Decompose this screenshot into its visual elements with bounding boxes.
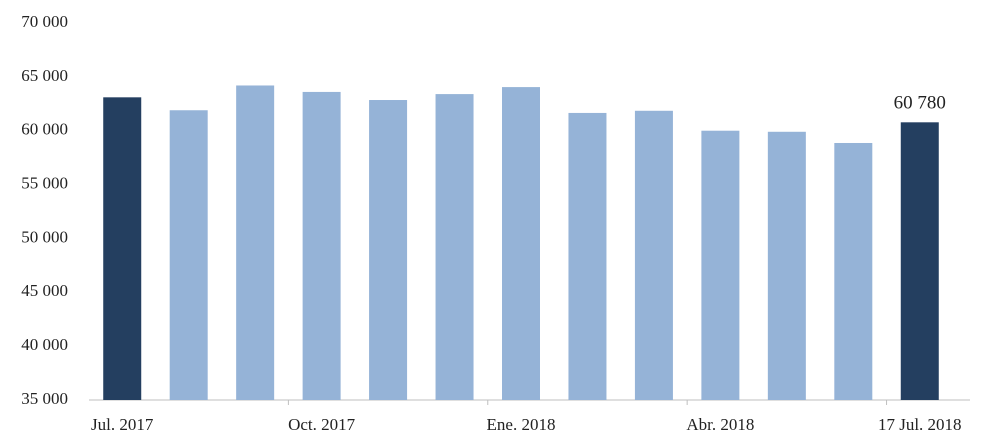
x-tick-label: 17 Jul. 2018 <box>878 415 962 434</box>
x-tick-label: Jul. 2017 <box>91 415 154 434</box>
bar <box>834 142 873 400</box>
bar <box>103 97 142 400</box>
bar <box>568 112 607 400</box>
y-tick-label: 40 000 <box>21 335 68 354</box>
y-tick-label: 45 000 <box>21 281 68 300</box>
y-tick-label: 65 000 <box>21 66 68 85</box>
x-tick-label: Abr. 2018 <box>686 415 754 434</box>
y-tick-label: 60 000 <box>21 120 68 139</box>
y-tick-label: 55 000 <box>21 173 68 192</box>
bar <box>435 94 474 400</box>
bar <box>236 85 275 400</box>
y-tick-label: 70 000 <box>21 12 68 31</box>
bar <box>900 122 939 401</box>
bar <box>634 110 673 400</box>
bar <box>701 130 740 400</box>
bar <box>369 100 408 400</box>
bar <box>767 131 806 400</box>
y-tick-label: 35 000 <box>21 389 68 408</box>
bar <box>502 87 540 400</box>
y-tick-label: 50 000 <box>21 227 68 246</box>
x-tick-label: Oct. 2017 <box>288 415 356 434</box>
data-label: 60 780 <box>894 93 946 114</box>
x-tick-label: Ene. 2018 <box>487 415 556 434</box>
bar <box>169 110 208 401</box>
bar <box>302 91 341 401</box>
